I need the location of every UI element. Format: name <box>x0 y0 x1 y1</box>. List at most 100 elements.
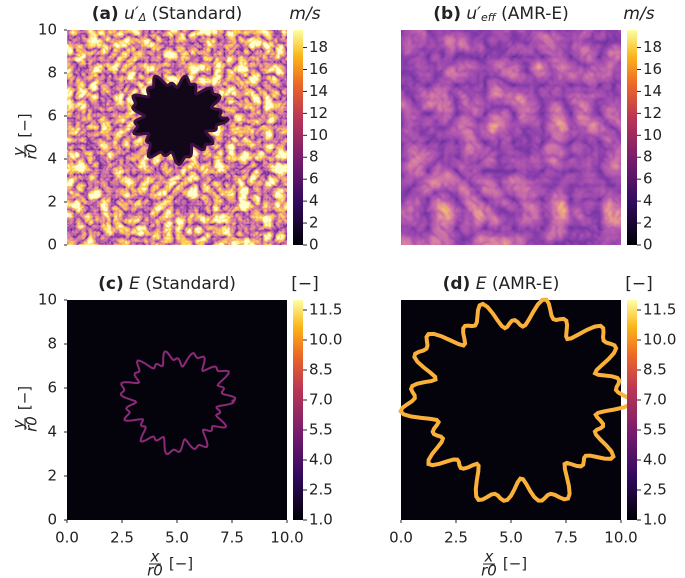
y-tick-label: 4 <box>47 150 57 168</box>
title-subscript: Δ <box>138 11 147 24</box>
x-tick-label: 5.0 <box>165 529 189 547</box>
colorbar-tick-label: 7.0 <box>643 391 667 409</box>
colorbar-tick-label: 18 <box>309 38 328 56</box>
colorbar-tick-label: 4.0 <box>309 451 333 469</box>
x-tick-label: 2.5 <box>110 529 134 547</box>
panel-label: (a) <box>92 4 119 24</box>
y-tick-label: 8 <box>47 335 57 353</box>
x-label-unit: [−] <box>169 555 193 573</box>
colorbar-tick-label: 2 <box>643 214 653 232</box>
colorbar-tick-label: 10.0 <box>643 331 676 349</box>
colorbar <box>627 30 637 245</box>
colorbar-tick-label: 18 <box>643 38 662 56</box>
x-tick-label: 2.5 <box>444 529 468 547</box>
y-label-num: y <box>10 418 28 429</box>
colorbar-tick-label: 10 <box>309 126 328 144</box>
y-tick-label: 6 <box>47 379 57 397</box>
colorbar-tick-label: 11.5 <box>643 301 676 319</box>
colorbar-tick-label: 7.0 <box>309 391 333 409</box>
y-tick-label: 0 <box>47 511 57 529</box>
colorbar-tick-label: 12 <box>643 104 662 122</box>
colorbar-label: [−] <box>625 274 653 294</box>
y-tick-label: 10 <box>38 21 57 39</box>
colorbar-tick-label: 2.5 <box>643 481 667 499</box>
panel-label: (b) <box>433 4 461 24</box>
x-tick-label: 10.0 <box>270 529 303 547</box>
colorbar-tick-label: 1.0 <box>309 511 333 529</box>
title-symbol: u′ <box>466 4 481 24</box>
colorbar-tick-label: 14 <box>643 82 662 100</box>
colorbar-tick-label: 10 <box>643 126 662 144</box>
colorbar-tick-label: 2.5 <box>309 481 333 499</box>
colorbar-tick-label: 11.5 <box>309 301 342 319</box>
colorbar-tick-label: 10.0 <box>309 331 342 349</box>
y-label-den: r0 <box>23 144 41 160</box>
title-rest: (Standard) <box>146 4 242 24</box>
x-tick-label: 7.5 <box>554 529 578 547</box>
title-symbol: E <box>476 274 487 294</box>
colorbar <box>293 300 303 520</box>
x-label-den: r0 <box>147 562 163 578</box>
x-tick-label: 0.0 <box>55 529 79 547</box>
colorbar-tick-label: 4 <box>309 192 319 210</box>
x-tick-label: 10.0 <box>604 529 637 547</box>
y-tick-label: 4 <box>47 423 57 441</box>
colorbar-tick-label: 4 <box>643 192 653 210</box>
colorbar-tick-label: 2 <box>309 214 319 232</box>
x-label-num: x <box>484 548 494 566</box>
colorbar-tick-label: 0 <box>309 236 319 254</box>
title-rest: (AMR-E) <box>496 4 569 24</box>
colorbar-label: m/s <box>289 4 320 24</box>
title-symbol: E <box>129 274 140 294</box>
colorbar-tick-label: 16 <box>643 60 662 78</box>
colorbar <box>627 300 637 520</box>
y-tick-label: 8 <box>47 64 57 82</box>
colorbar-tick-label: 8 <box>309 148 319 166</box>
colorbar-tick-label: 1.0 <box>643 511 667 529</box>
x-label-unit: [−] <box>503 555 527 573</box>
colorbar-tick-label: 8.5 <box>643 361 667 379</box>
colorbar-tick-label: 16 <box>309 60 328 78</box>
y-label-unit: [−] <box>16 386 34 410</box>
colorbar <box>293 30 303 245</box>
field-image <box>67 300 287 520</box>
y-tick-label: 0 <box>47 236 57 254</box>
panel-label: (d) <box>443 274 471 294</box>
y-axis-label: yr0 [−] <box>10 113 41 159</box>
title-subscript: eff <box>481 11 497 24</box>
panel-title: (c) E (Standard) <box>98 274 236 294</box>
colorbar-tick-label: 6 <box>309 170 319 188</box>
colorbar-tick-label: 12 <box>309 104 328 122</box>
title-rest: (AMR-E) <box>486 274 559 294</box>
y-label-num: y <box>10 146 28 157</box>
colorbar-tick-label: 4.0 <box>643 451 667 469</box>
panel-title: (b) u′eff (AMR-E) <box>433 4 568 24</box>
colorbar-label: m/s <box>623 4 654 24</box>
field-image <box>401 30 621 245</box>
colorbar-tick-label: 6 <box>643 170 653 188</box>
flame-front <box>119 350 237 456</box>
x-label-den: r0 <box>481 562 497 578</box>
colorbar-tick-label: 0 <box>643 236 653 254</box>
colorbar-tick-label: 14 <box>309 82 328 100</box>
flame-core <box>131 74 230 167</box>
y-tick-label: 2 <box>47 193 57 211</box>
title-symbol: u′ <box>124 4 139 24</box>
colorbar-tick-label: 8 <box>643 148 653 166</box>
colorbar-tick-label: 8.5 <box>309 361 333 379</box>
colorbar-tick-label: 5.5 <box>309 421 333 439</box>
colorbar-label: [−] <box>291 274 319 294</box>
panel-title: (d) E (AMR-E) <box>443 274 560 294</box>
panel-title: (a) u′Δ (Standard) <box>92 4 243 24</box>
title-rest: (Standard) <box>140 274 236 294</box>
y-tick-label: 2 <box>47 467 57 485</box>
y-label-unit: [−] <box>16 113 34 137</box>
y-tick-label: 10 <box>38 291 57 309</box>
panel-label: (c) <box>98 274 124 294</box>
colorbar-tick-label: 5.5 <box>643 421 667 439</box>
x-tick-label: 5.0 <box>499 529 523 547</box>
y-axis-label: yr0 [−] <box>10 386 41 432</box>
x-tick-label: 0.0 <box>389 529 413 547</box>
flame-front <box>398 297 634 503</box>
